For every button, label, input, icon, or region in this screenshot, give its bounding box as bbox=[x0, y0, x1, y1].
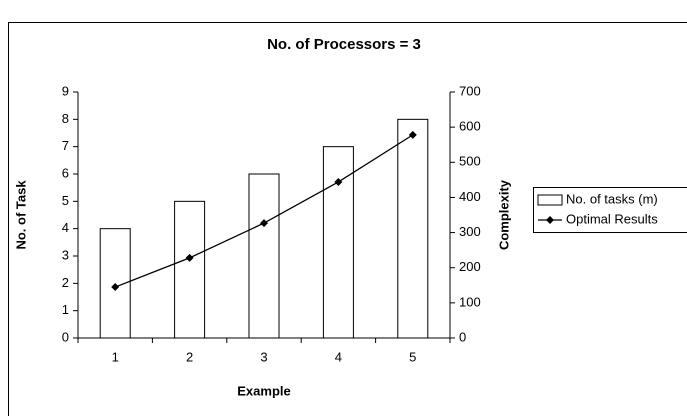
bar bbox=[397, 118, 429, 339]
y-tick-label: 8 bbox=[62, 111, 69, 126]
y-tick-label: 3 bbox=[62, 247, 69, 262]
y-axis-label: No. of Task bbox=[13, 180, 28, 250]
y-tick-label: 7 bbox=[62, 138, 69, 153]
legend-marker bbox=[546, 216, 554, 224]
y2-tick-label: 300 bbox=[459, 224, 481, 239]
y-tick-label: 4 bbox=[62, 220, 69, 235]
y-tick-label: 6 bbox=[62, 165, 69, 180]
marker bbox=[111, 283, 120, 292]
legend-swatch bbox=[537, 194, 563, 206]
y2-tick-label: 600 bbox=[459, 119, 481, 134]
marker bbox=[260, 219, 268, 228]
y-tick-label: 9 bbox=[62, 83, 69, 98]
y2-tick-label: 400 bbox=[459, 189, 481, 204]
legend-label: Optimal Results bbox=[566, 211, 658, 226]
y2-tick-label: 0 bbox=[459, 329, 466, 344]
bar bbox=[174, 200, 206, 339]
x-tick-label: 2 bbox=[186, 349, 193, 364]
x-tick-label: 4 bbox=[335, 349, 342, 364]
marker bbox=[185, 253, 194, 262]
x-tick-label: 3 bbox=[260, 349, 267, 364]
y-tick-label: 1 bbox=[62, 302, 69, 317]
y2-tick-label: 200 bbox=[459, 259, 481, 274]
x-axis-label: Example bbox=[237, 383, 290, 398]
x-tick-label: 5 bbox=[409, 349, 416, 364]
marker bbox=[334, 177, 343, 186]
y2-tick-label: 500 bbox=[459, 154, 481, 169]
y-tick-label: 2 bbox=[62, 275, 69, 290]
x-tick-label: 1 bbox=[112, 349, 119, 364]
legend-label: No. of tasks (m) bbox=[566, 191, 658, 206]
y2-tick-label: 100 bbox=[459, 294, 481, 309]
chart-title: No. of Processors = 3 bbox=[267, 36, 421, 53]
marker bbox=[408, 130, 417, 139]
y2-tick-label: 700 bbox=[459, 83, 481, 98]
bar bbox=[248, 173, 280, 339]
y2-axis-label: Complexity bbox=[496, 179, 511, 250]
y-tick-label: 0 bbox=[62, 329, 69, 344]
y-tick-label: 5 bbox=[62, 193, 69, 208]
